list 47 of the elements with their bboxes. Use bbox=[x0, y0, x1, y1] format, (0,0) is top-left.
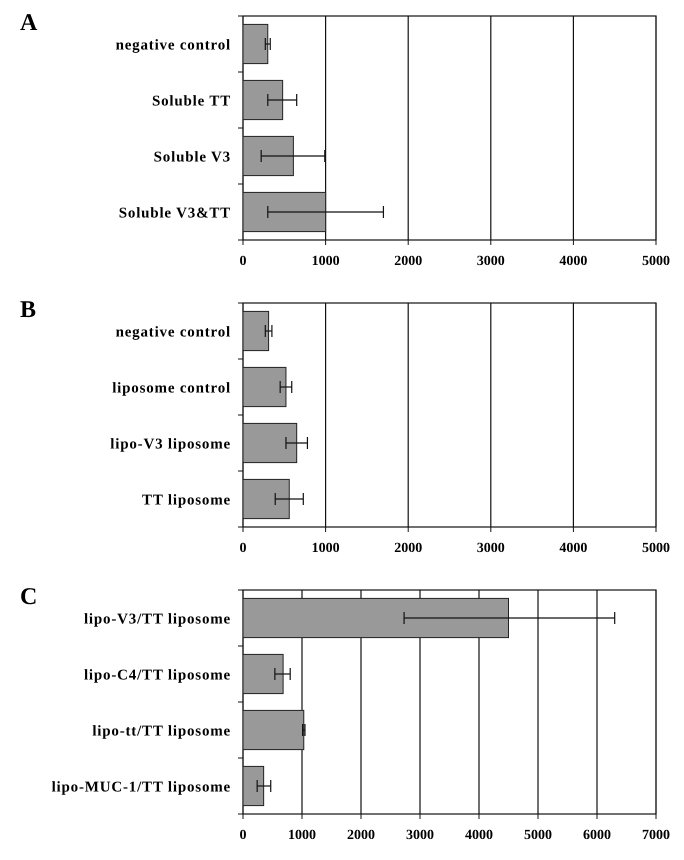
x-tick-label: 0 bbox=[240, 254, 246, 269]
y-tick-label: lipo-tt/TT liposome bbox=[92, 723, 231, 740]
x-tick-label: 2000 bbox=[347, 828, 375, 843]
y-tick-label: liposome control bbox=[112, 380, 231, 396]
text: A bbox=[20, 10, 38, 36]
x-tick-label: 3000 bbox=[476, 254, 505, 269]
x-tick-label: 1000 bbox=[288, 828, 316, 843]
y-tick-label: negative control bbox=[116, 37, 231, 54]
y-tick-label: lipo-MUC-1/TT liposome bbox=[52, 779, 231, 796]
x-tick-label: 1000 bbox=[312, 541, 340, 556]
y-tick-label: lipo-V3/TT liposome bbox=[84, 611, 231, 628]
y-tick-label: Soluble V3 bbox=[154, 149, 231, 166]
x-tick-label: 4000 bbox=[559, 254, 588, 269]
y-tick-label: lipo-C4/TT liposome bbox=[84, 667, 231, 684]
x-tick-label: 4000 bbox=[559, 541, 588, 556]
y-tick-label: Soluble TT bbox=[152, 93, 231, 110]
bar bbox=[242, 80, 284, 120]
x-tick-label: 2000 bbox=[394, 541, 422, 556]
bar bbox=[242, 654, 284, 694]
bar bbox=[242, 766, 264, 806]
bar bbox=[242, 478, 290, 520]
x-tick-label: 7000 bbox=[642, 828, 670, 843]
x-tick-label: 5000 bbox=[642, 541, 670, 556]
y-tick-label: negative control bbox=[116, 324, 231, 340]
bar bbox=[242, 598, 509, 638]
x-tick-label: 5000 bbox=[524, 828, 552, 843]
x-tick-label: 5000 bbox=[642, 254, 670, 269]
bar bbox=[242, 192, 326, 232]
bar bbox=[242, 710, 304, 750]
x-tick-label: 2000 bbox=[394, 254, 422, 269]
bar bbox=[242, 136, 294, 176]
text: C bbox=[20, 584, 38, 610]
x-tick-label: 3000 bbox=[476, 541, 505, 556]
x-tick-label: 4000 bbox=[465, 828, 493, 843]
bar bbox=[242, 422, 298, 464]
text: B bbox=[20, 297, 36, 323]
x-tick-label: 0 bbox=[240, 541, 246, 556]
y-tick-label: Soluble V3&TT bbox=[118, 205, 231, 222]
x-tick-label: 6000 bbox=[583, 828, 611, 843]
bar bbox=[242, 24, 268, 64]
bar bbox=[242, 366, 286, 408]
y-tick-label: lipo-V3 liposome bbox=[110, 436, 231, 452]
x-tick-label: 3000 bbox=[406, 828, 434, 843]
x-tick-label: 0 bbox=[240, 828, 246, 843]
y-tick-label: TT liposome bbox=[142, 492, 231, 508]
x-tick-label: 1000 bbox=[312, 254, 340, 269]
bar bbox=[242, 310, 270, 352]
